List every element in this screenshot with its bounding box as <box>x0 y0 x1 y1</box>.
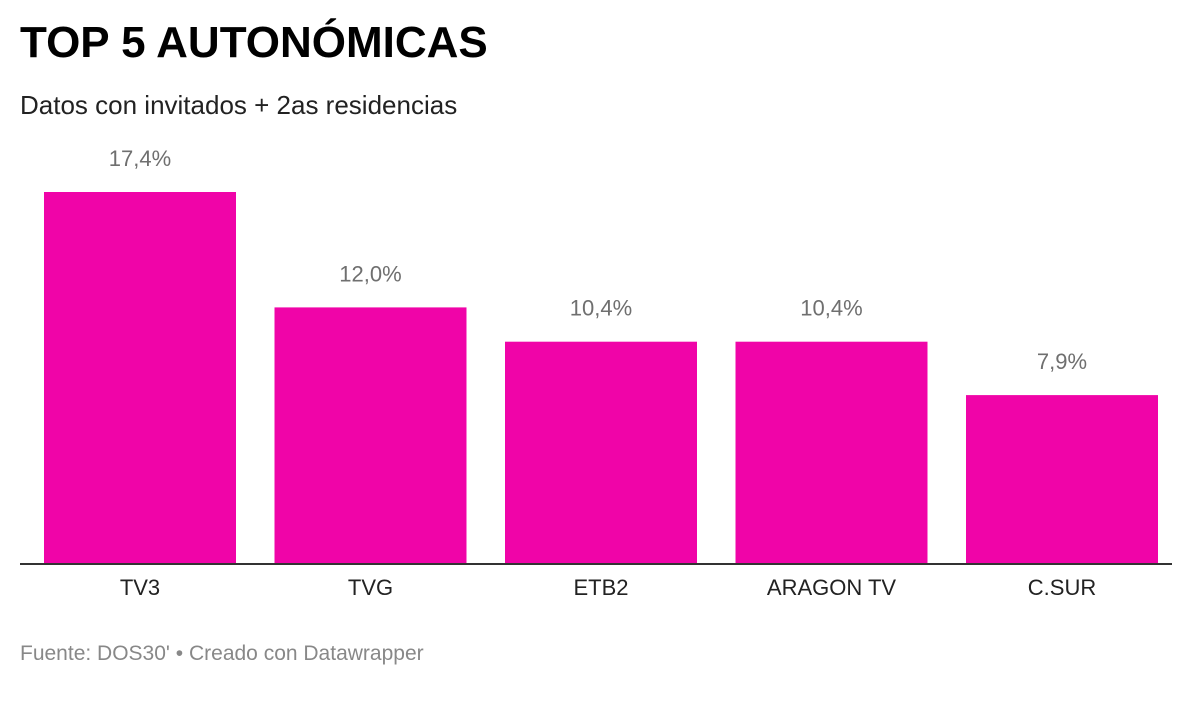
footer-separator: • <box>175 642 184 665</box>
bar-aragon-tv <box>735 341 928 564</box>
category-label: TV3 <box>120 575 160 600</box>
category-label: ETB2 <box>573 575 628 600</box>
value-label: 7,9% <box>1037 349 1087 374</box>
chart-title: TOP 5 AUTONÓMICAS <box>20 18 488 67</box>
bar-tv3 <box>44 192 236 564</box>
credit-link[interactable]: Creado con Datawrapper <box>188 642 424 665</box>
chart-subtitle: Datos con invitados + 2as residencias <box>20 90 458 120</box>
bar-etb2 <box>505 341 697 564</box>
bar-tvg <box>274 307 467 564</box>
category-label: ARAGON TV <box>767 575 897 600</box>
value-label: 12,0% <box>339 261 401 286</box>
category-label: TVG <box>348 575 393 600</box>
bars-layer: 17,4% TV3 12,0% TVG 10,4% ETB2 10,4% ARAGON TV 7… <box>44 146 1158 600</box>
value-label: 17,4% <box>109 146 171 171</box>
source-note: Fuente: DOS30' <box>20 642 170 665</box>
bar-chart: 17,4% TV3 12,0% TVG 10,4% ETB2 10,4% ARAGON TV 7… <box>20 146 1172 600</box>
chart-footer: Fuente: DOS30' • Creado con Datawrapper <box>20 642 424 666</box>
value-label: 10,4% <box>570 296 632 321</box>
value-label: 10,4% <box>800 296 862 321</box>
bar-c-sur <box>966 395 1158 564</box>
category-label: C.SUR <box>1028 575 1096 600</box>
